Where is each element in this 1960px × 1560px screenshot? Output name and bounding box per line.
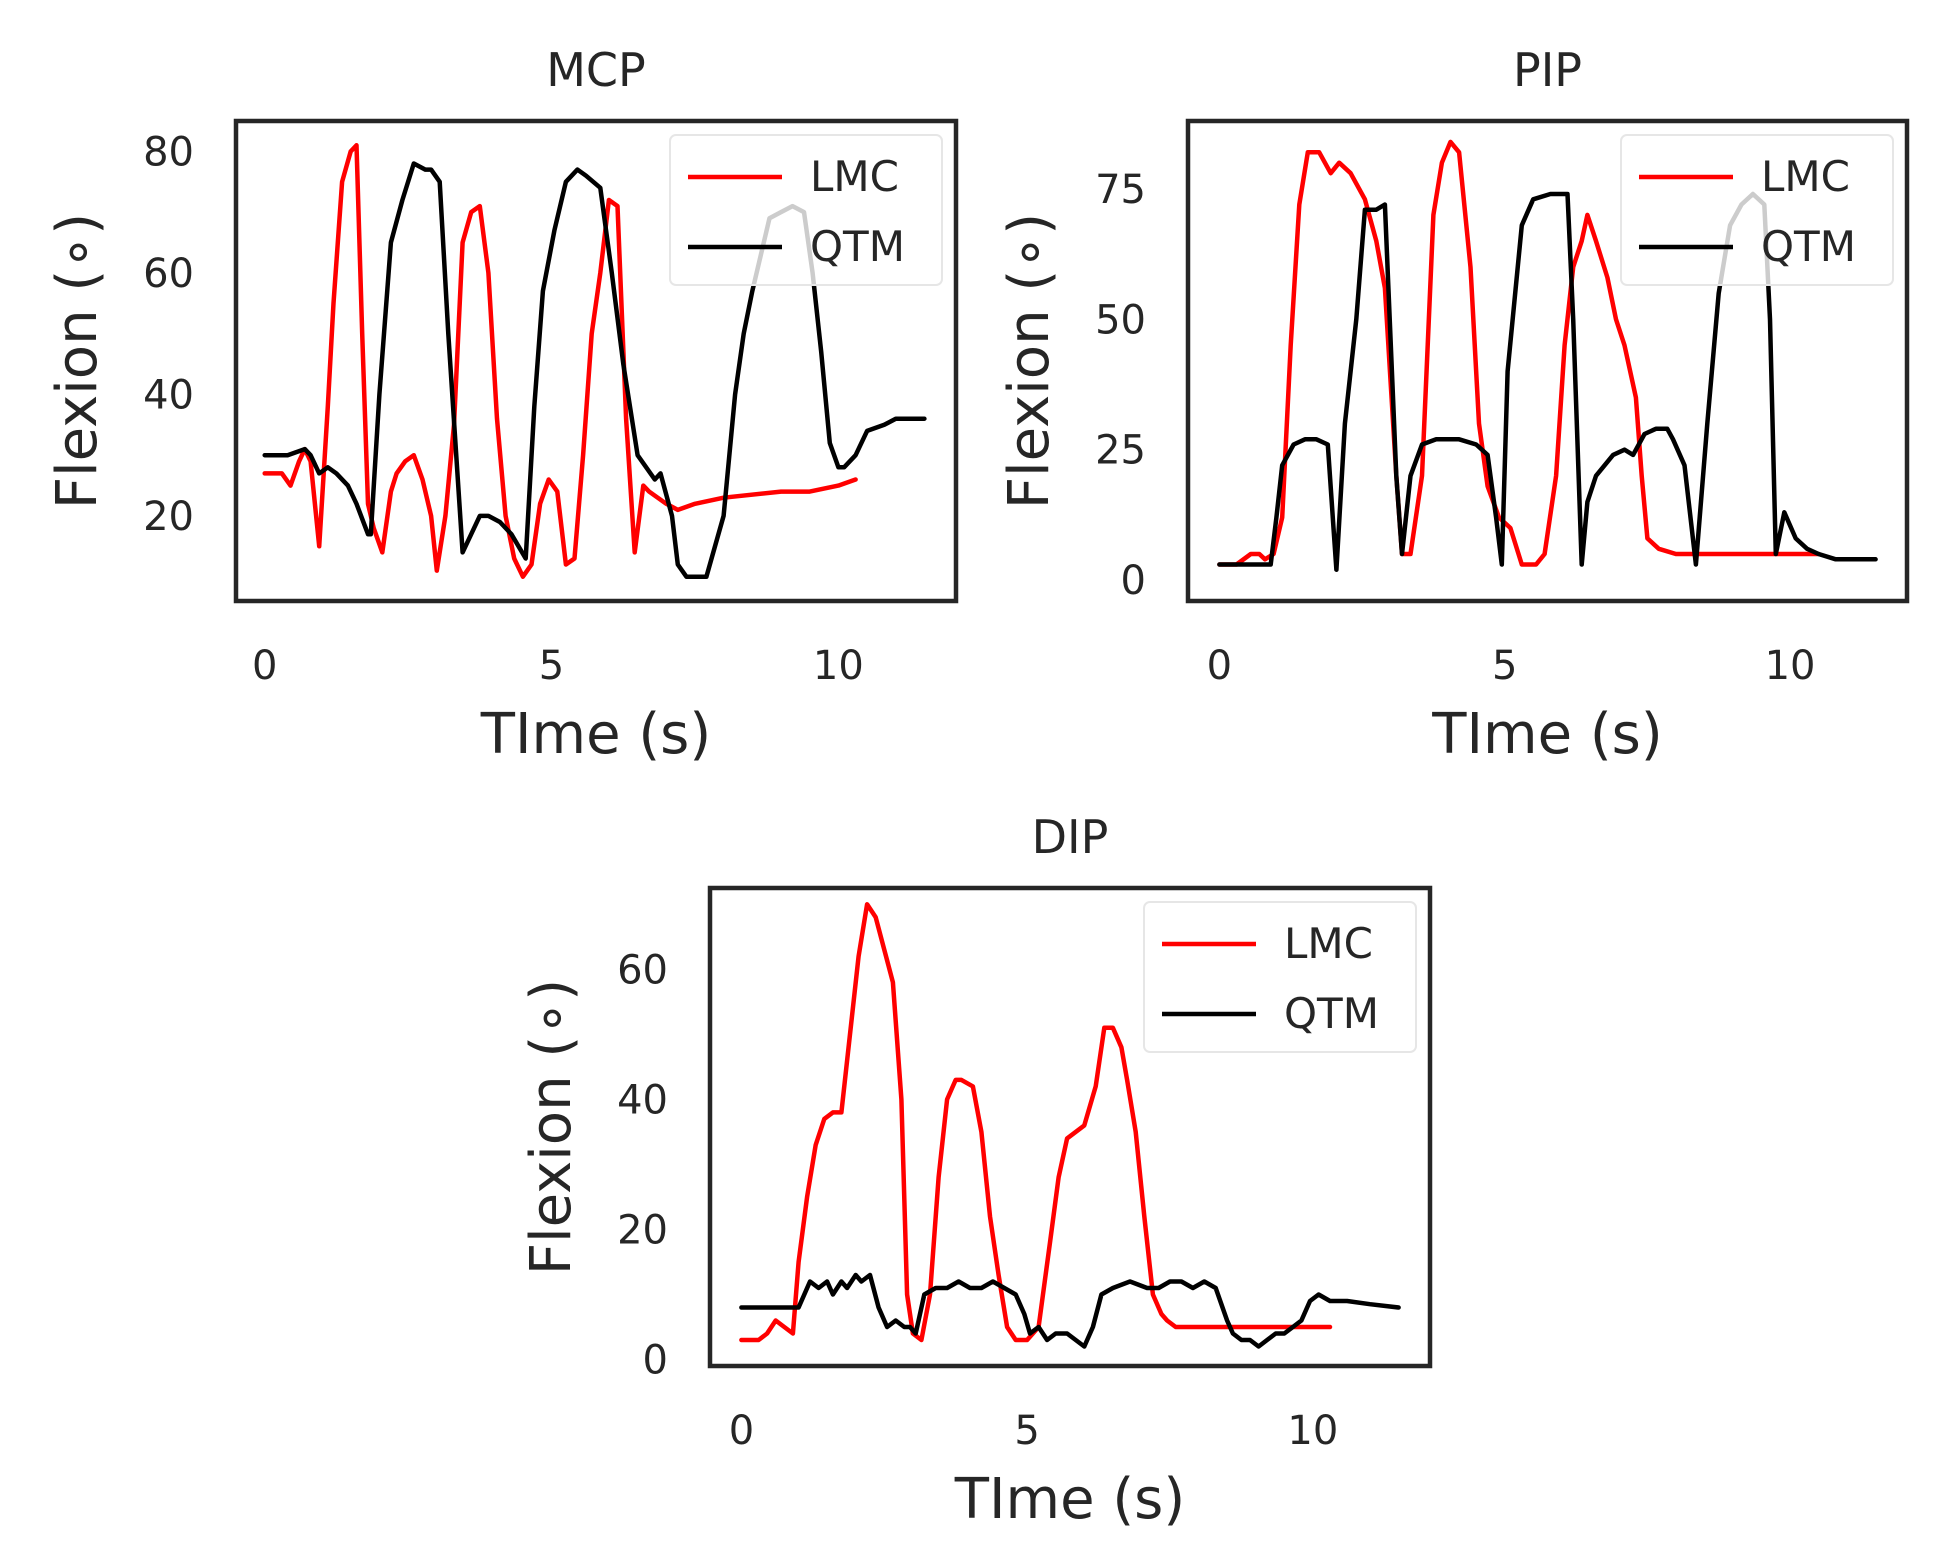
dip-legend-label-qtm: QTM [1284, 989, 1379, 1038]
pip-chart: PIP 0 5 10 0 25 50 75 TIme (s) Flexion (∘) LMC QTM [997, 43, 1910, 767]
dip-series-group [739, 902, 1401, 1349]
dip-legend-label-lmc: LMC [1284, 919, 1373, 968]
mcp-y-tick-label: 60 [143, 251, 194, 297]
dip-y-tick-label: 0 [643, 1337, 668, 1383]
dip-plot-frame [707, 885, 1433, 1369]
pip-legend: LMC QTM [1620, 134, 1894, 286]
dip-series-qtm [739, 1272, 1401, 1349]
mcp-x-tick-label: 0 [252, 643, 277, 689]
dip-legend: LMC QTM [1143, 901, 1417, 1053]
pip-x-tick-label: 10 [1765, 643, 1816, 689]
dip-series-lmc [739, 902, 1333, 1343]
mcp-y-axis-label: Flexion (∘) [45, 213, 110, 509]
mcp-x-tick-label: 10 [813, 643, 864, 689]
pip-y-tick-label: 75 [1095, 167, 1146, 213]
mcp-x-axis-label: TIme (s) [480, 702, 711, 767]
dip-y-tick-label: 20 [617, 1207, 668, 1253]
dip-x-axis-label: TIme (s) [954, 1467, 1185, 1532]
pip-x-tick-label: 5 [1492, 643, 1517, 689]
dip-x-tick-label: 10 [1287, 1408, 1338, 1454]
mcp-legend: LMC QTM [669, 134, 943, 286]
pip-y-tick-label: 25 [1095, 428, 1146, 474]
pip-legend-label-qtm: QTM [1761, 222, 1856, 271]
mcp-legend-label-lmc: LMC [810, 152, 899, 201]
dip-x-tick-label: 0 [729, 1408, 754, 1454]
mcp-plot-frame [233, 118, 959, 604]
dip-chart: DIP 0 5 10 0 20 40 60 TIme (s) Flexion (∘) LMC QTM [519, 810, 1433, 1532]
mcp-series-lmc [262, 143, 858, 579]
mcp-y-tick-label: 80 [143, 129, 194, 175]
pip-series-lmc [1217, 139, 1821, 567]
pip-y-tick-label: 0 [1121, 558, 1146, 604]
mcp-chart: MCP 0 5 10 20 40 60 80 TIme (s) Flexion (∘) LMC QTM [45, 43, 959, 767]
pip-chart-title: PIP [1513, 43, 1582, 97]
pip-legend-label-lmc: LMC [1761, 152, 1850, 201]
pip-x-tick-label: 0 [1207, 643, 1232, 689]
dip-y-tick-label: 40 [617, 1077, 668, 1123]
mcp-x-tick-label: 5 [539, 643, 564, 689]
dip-y-tick-label: 60 [617, 947, 668, 993]
pip-plot-frame [1185, 118, 1910, 604]
mcp-y-tick-label: 40 [143, 372, 194, 418]
pip-y-tick-label: 50 [1095, 297, 1146, 343]
pip-y-axis-label: Flexion (∘) [997, 213, 1062, 509]
dip-y-axis-label: Flexion (∘) [519, 979, 584, 1275]
pip-x-axis-label: TIme (s) [1431, 702, 1662, 767]
mcp-chart-title: MCP [546, 43, 646, 97]
dip-x-tick-label: 5 [1014, 1408, 1039, 1454]
mcp-legend-label-qtm: QTM [810, 222, 905, 271]
dip-chart-title: DIP [1032, 810, 1109, 864]
charts-container: MCP 0 5 10 20 40 60 80 TIme (s) Flexion (∘) LMC QTM… [45, 43, 1910, 1532]
mcp-y-tick-label: 20 [143, 494, 194, 540]
